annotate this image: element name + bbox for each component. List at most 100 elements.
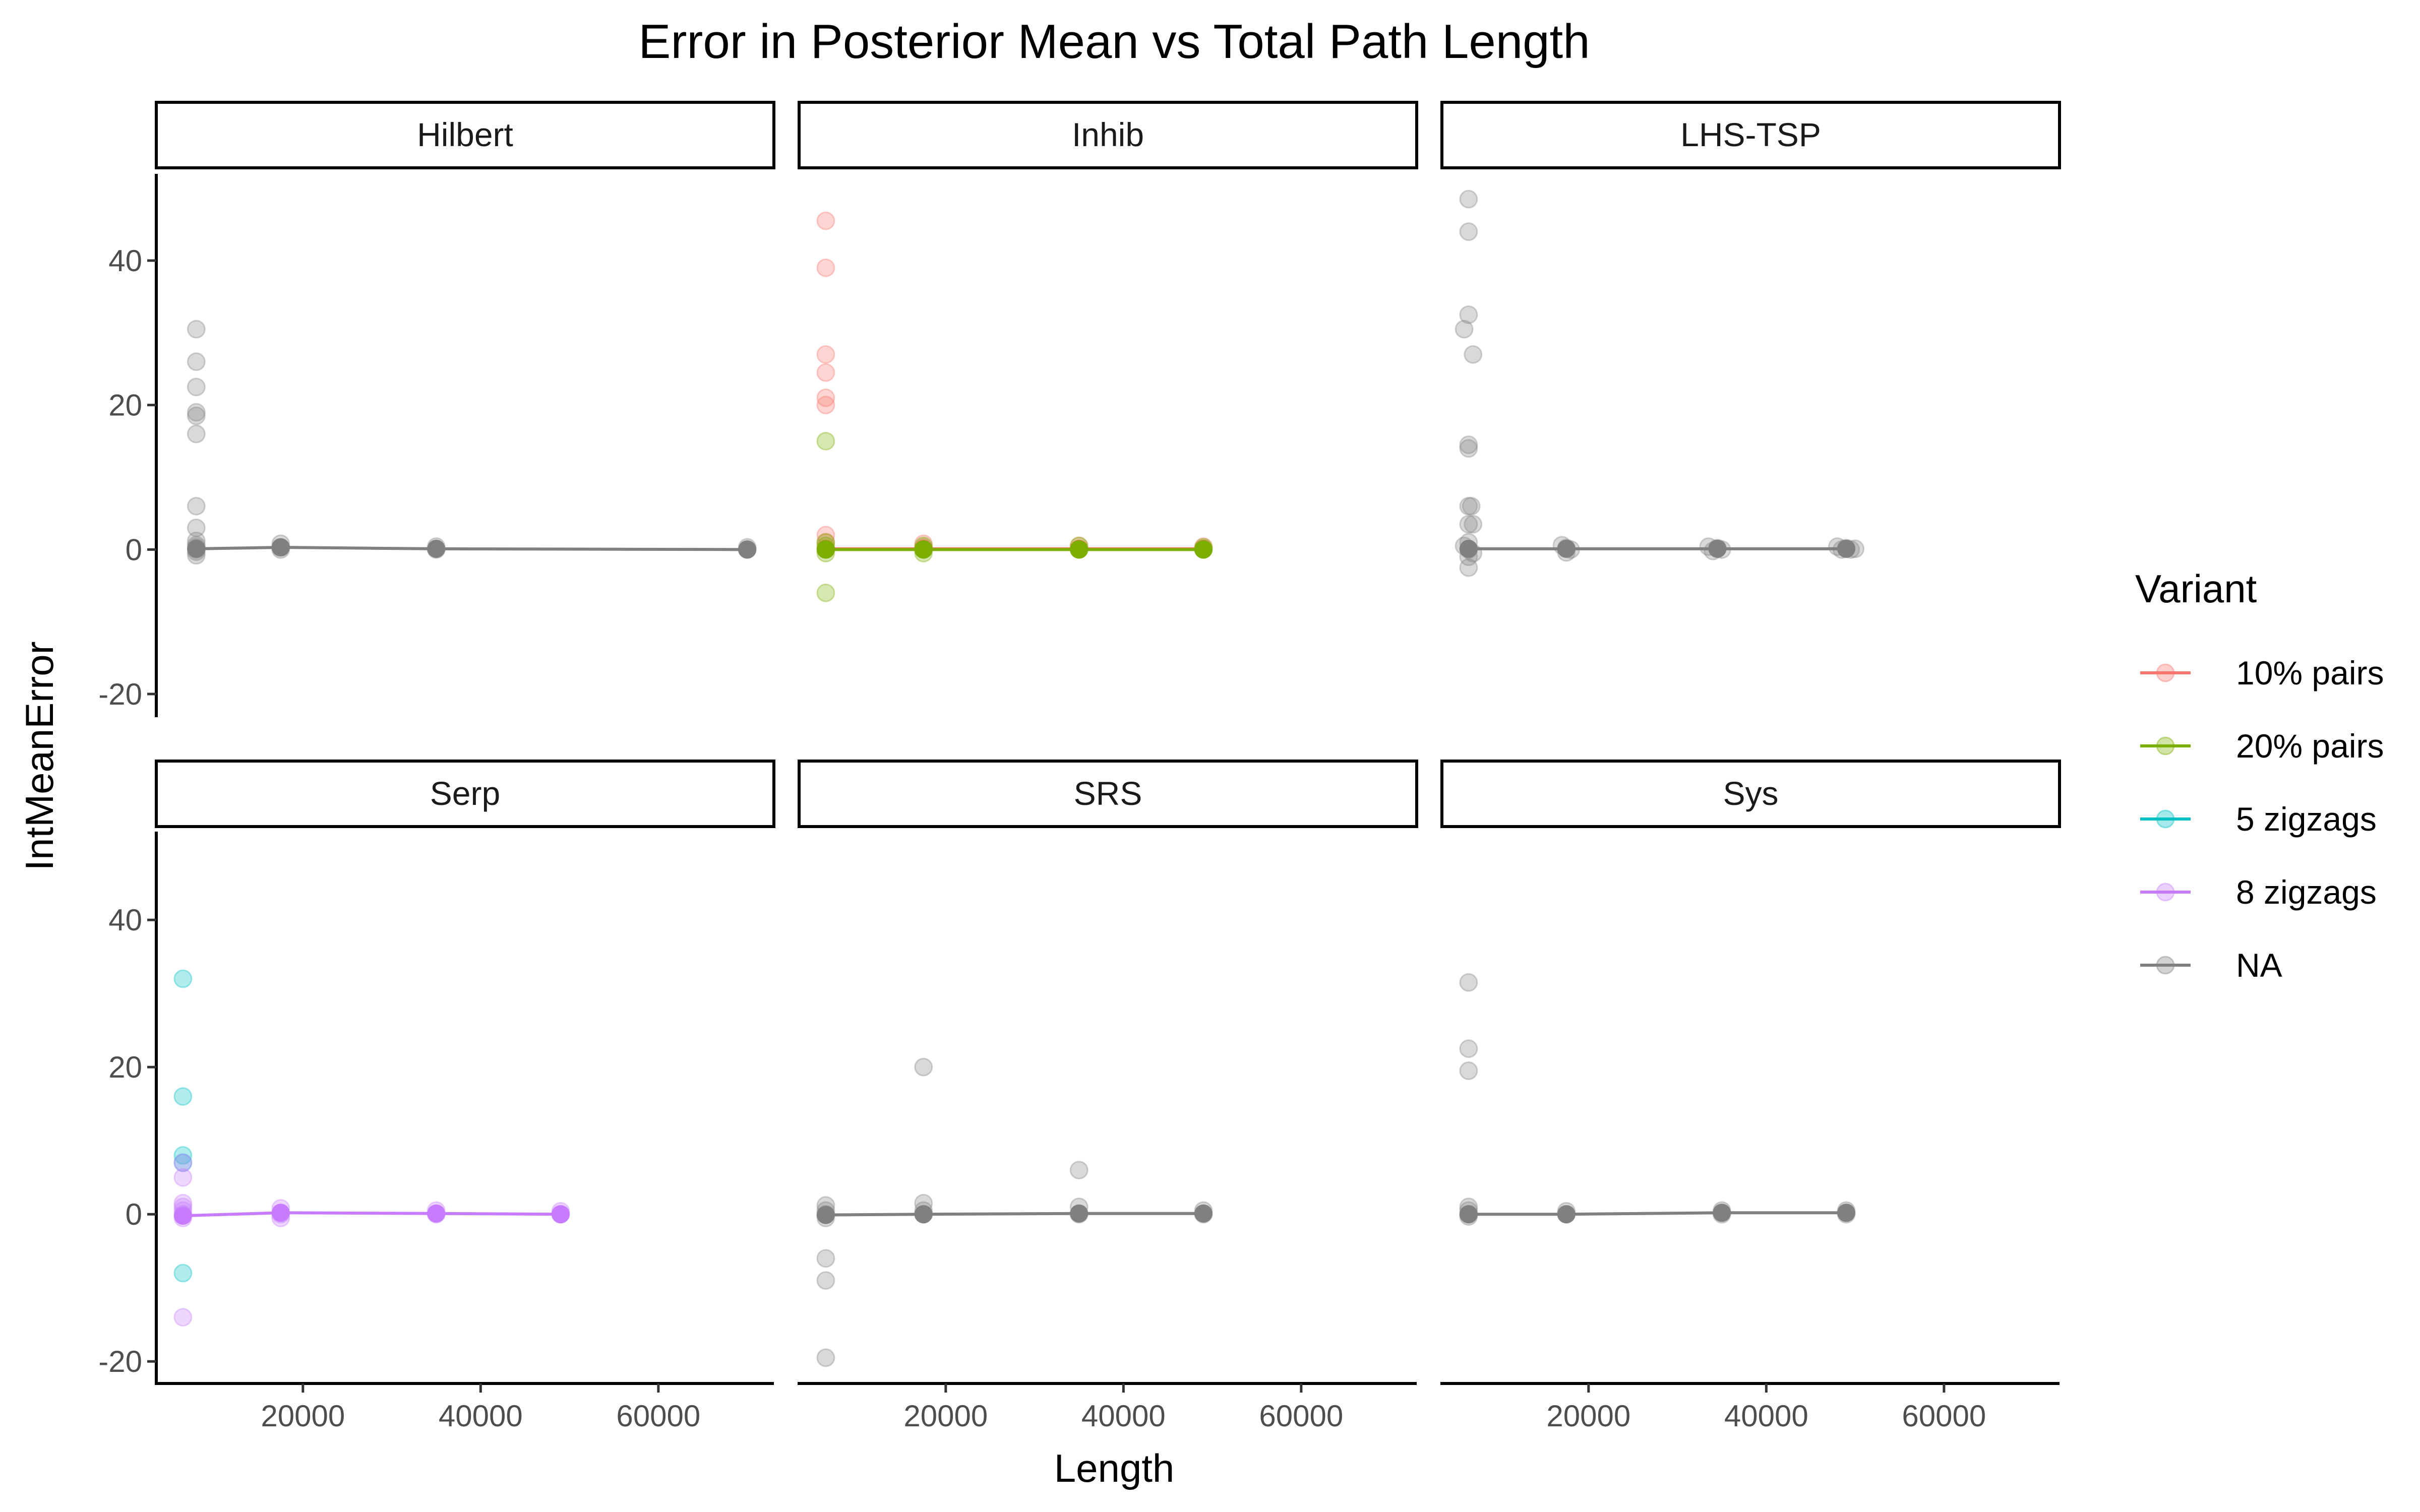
data-point <box>1069 1161 1088 1180</box>
data-point <box>1459 222 1478 241</box>
y-tick-label: 40 <box>108 244 142 278</box>
mean-line <box>183 1211 561 1218</box>
mean-line <box>1468 1211 1846 1216</box>
mean-point <box>271 1204 290 1222</box>
mean-point <box>271 538 290 557</box>
data-point <box>816 363 835 382</box>
facet-panel-serp: Serp -20 0 20 40 20000 40000 60000 <box>98 760 775 1433</box>
facet-strip-label: Sys <box>1723 775 1778 812</box>
data-point <box>816 388 835 407</box>
mean-point <box>1070 540 1088 559</box>
data-point <box>1459 558 1478 577</box>
x-tick-label: 60000 <box>1902 1399 1986 1433</box>
y-tick-label: 0 <box>126 1198 142 1231</box>
y-tick-label: 40 <box>108 903 142 937</box>
facet-strip <box>1440 101 2061 169</box>
facet-strip-label: Serp <box>430 775 500 812</box>
facet-panel-lhs-tsp: LHS-TSP <box>1440 101 2061 577</box>
data-point <box>816 431 835 451</box>
series-na <box>1459 973 1856 1226</box>
data-point <box>816 583 835 602</box>
data-point <box>187 518 206 537</box>
facet-strip <box>1440 760 2061 828</box>
mean-point <box>1194 540 1213 559</box>
data-point <box>1455 320 1474 339</box>
legend-entry-label: 10% pairs <box>2236 654 2384 691</box>
mean-point <box>427 1204 446 1223</box>
series-na <box>816 1057 1213 1367</box>
x-tick-label: 60000 <box>1259 1399 1343 1433</box>
legend: Variant 10% pairs 20% pairs 5 zigzags 8 zig… <box>2135 566 2384 984</box>
series-na <box>187 320 757 565</box>
mean-point <box>1557 1205 1576 1224</box>
legend-entry-label: 5 zigzags <box>2236 800 2377 838</box>
mean-point <box>1708 539 1727 558</box>
x-tick-label: 20000 <box>903 1399 988 1433</box>
mean-point <box>914 1205 933 1224</box>
facet-panel-hilbert: Hilbert -20 0 20 40 <box>98 101 775 717</box>
data-point <box>1459 1061 1478 1080</box>
legend-key-point <box>2156 663 2175 682</box>
legend-entry-label: NA <box>2236 947 2282 984</box>
data-point <box>816 258 835 277</box>
facet-strip <box>798 101 1418 169</box>
x-tick-label: 40000 <box>439 1399 523 1433</box>
chart-title: Error in Posterior Mean vs Total Path Le… <box>638 15 1590 69</box>
facet-strip-label: LHS-TSP <box>1680 116 1821 153</box>
facet-panel-inhib: Inhib <box>798 101 1418 602</box>
x-tick-label: 60000 <box>616 1399 700 1433</box>
data-point <box>1459 305 1478 324</box>
mean-line <box>825 1212 1203 1217</box>
facet-strip-label: SRS <box>1074 775 1142 812</box>
data-point <box>187 403 206 422</box>
data-point <box>187 424 206 444</box>
legend-key-point <box>2156 809 2175 829</box>
facet-strip <box>155 760 775 828</box>
data-point <box>816 1348 835 1367</box>
mean-point <box>1713 1204 1731 1222</box>
x-axis-title: Length <box>1054 1446 1175 1490</box>
data-point <box>816 1271 835 1290</box>
x-tick-label: 40000 <box>1081 1399 1166 1433</box>
legend-title: Variant <box>2135 566 2257 611</box>
series-na <box>1455 190 1865 577</box>
x-tick-label: 40000 <box>1724 1399 1808 1433</box>
data-point <box>1464 515 1483 534</box>
x-tick-label: 20000 <box>1546 1399 1630 1433</box>
legend-entry-label: 8 zigzags <box>2236 873 2377 911</box>
y-tick-label: 20 <box>108 389 142 422</box>
y-axis-title: IntMeanError <box>17 641 62 870</box>
y-tick-label: 20 <box>108 1050 142 1084</box>
legend-key-point <box>2156 956 2175 975</box>
data-point <box>816 211 835 230</box>
series-8-zigzags <box>173 1153 570 1327</box>
data-point <box>816 396 835 415</box>
mean-point <box>1194 1204 1213 1223</box>
data-point <box>1459 435 1478 454</box>
data-point <box>1459 496 1478 516</box>
data-point <box>173 969 193 988</box>
data-point <box>187 352 206 371</box>
data-point <box>187 320 206 339</box>
mean-point <box>173 1207 192 1225</box>
mean-point <box>1070 1204 1088 1223</box>
facet-strip-label: Hilbert <box>417 116 513 153</box>
facet-panel-sys: Sys 20000 40000 60000 <box>1440 760 2061 1433</box>
data-point <box>187 406 206 425</box>
data-point <box>173 1153 193 1172</box>
data-point <box>173 1264 193 1283</box>
y-tick-label: -20 <box>98 677 142 711</box>
mean-point <box>187 539 206 558</box>
data-point <box>1459 439 1478 458</box>
series-5-zigzags <box>173 969 193 1283</box>
mean-point <box>816 1206 835 1224</box>
data-point <box>816 1249 835 1268</box>
series-10-pairs <box>816 211 1213 558</box>
mean-point <box>1459 539 1478 558</box>
mean-point <box>1837 1204 1855 1222</box>
mean-point <box>551 1205 570 1224</box>
series-20-pairs <box>816 431 1213 602</box>
mean-point <box>738 540 757 559</box>
facet-strip <box>798 760 1418 828</box>
